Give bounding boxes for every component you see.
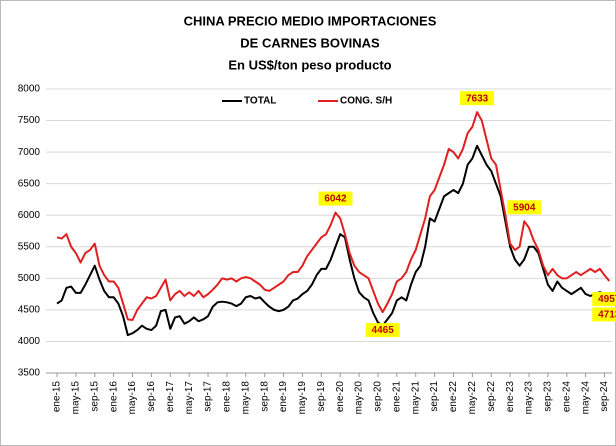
x-tick-label: may-17: [184, 381, 195, 415]
x-tick-label: sep-24: [599, 381, 610, 412]
x-tick-label: ene-21: [391, 381, 402, 413]
x-tick-label: sep-18: [259, 381, 270, 412]
y-tick-label: 5000: [18, 273, 41, 284]
series-line: [56, 144, 610, 337]
x-tick-label: may-20: [354, 381, 365, 415]
x-tick-label: may-21: [410, 381, 421, 415]
x-tick-label: ene-20: [335, 381, 346, 413]
value-label: 4957: [598, 294, 616, 305]
y-tick-label: 8000: [18, 84, 41, 95]
legend-label: CONG. S/H: [340, 96, 392, 107]
y-tick-label: 4000: [18, 336, 41, 347]
x-tick-label: ene-15: [52, 381, 63, 413]
value-label-box: [460, 91, 495, 106]
value-label-box: [507, 200, 542, 215]
y-tick-label: 5500: [18, 241, 41, 252]
value-label: 4465: [372, 325, 395, 336]
x-tick-label: sep-22: [486, 381, 497, 412]
chart-title: DE CARNES BOVINAS: [240, 35, 380, 50]
y-tick-label: 7500: [18, 115, 41, 126]
y-tick-label: 3500: [18, 368, 41, 379]
series-line: [56, 111, 611, 321]
x-tick-label: sep-21: [429, 381, 440, 412]
legend-label: TOTAL: [244, 96, 276, 107]
x-tick-label: ene-19: [278, 381, 289, 413]
value-label: 4713: [598, 310, 616, 321]
x-tick-label: may-22: [467, 381, 478, 415]
value-label-box: [318, 191, 353, 206]
x-tick-label: may-23: [524, 381, 535, 415]
y-tick-label: 6000: [18, 210, 41, 221]
y-tick-label: 7000: [18, 147, 41, 158]
chart-title: CHINA PRECIO MEDIO IMPORTACIONES: [184, 13, 437, 28]
value-label-box: [592, 307, 616, 322]
x-tick-label: sep-23: [543, 381, 554, 412]
value-label-box: [365, 323, 400, 338]
x-tick-label: sep-15: [89, 381, 100, 412]
x-tick-label: sep-19: [316, 381, 327, 412]
value-label: 5904: [513, 202, 536, 213]
chart-subtitle: En US$/ton peso producto: [228, 57, 391, 72]
x-tick-label: sep-20: [373, 381, 384, 412]
x-tick-label: may-18: [240, 381, 251, 415]
x-tick-label: ene-17: [165, 381, 176, 413]
value-label: 6042: [324, 194, 347, 205]
x-tick-label: ene-23: [505, 381, 516, 413]
value-label-box: [592, 292, 616, 307]
x-tick-label: may-19: [297, 381, 308, 415]
x-tick-label: may-15: [71, 381, 82, 415]
x-tick-label: ene-24: [561, 381, 572, 413]
x-tick-label: ene-16: [108, 381, 119, 413]
x-tick-label: sep-17: [203, 381, 214, 412]
x-tick-label: sep-16: [146, 381, 157, 412]
y-tick-label: 4500: [18, 305, 41, 316]
x-tick-label: ene-22: [448, 381, 459, 413]
x-tick-label: may-16: [127, 381, 138, 415]
x-tick-label: may-24: [580, 381, 591, 415]
y-tick-label: 6500: [18, 178, 41, 189]
value-label: 7633: [466, 93, 489, 104]
x-tick-label: ene-18: [222, 381, 233, 413]
